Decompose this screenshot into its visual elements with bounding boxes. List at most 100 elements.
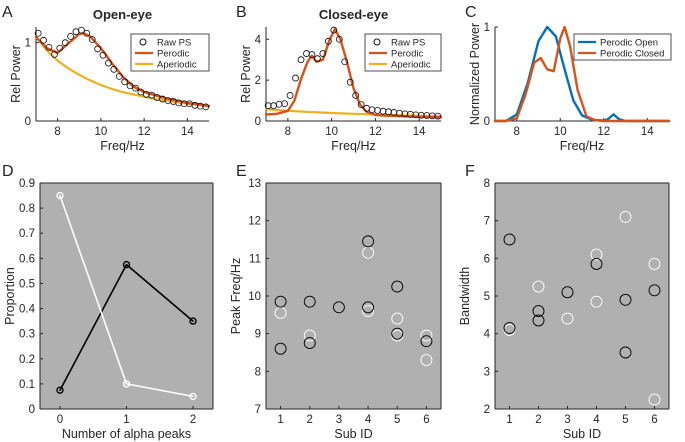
y-tick-label-F: 8 [484,178,490,190]
legend-marker-A [139,38,147,46]
x-tick-label-F: 6 [651,414,657,426]
y-tick-label-F: 4 [484,329,491,341]
x-tick-label-B: 14 [413,126,426,138]
panel-letter-B: B [236,4,247,21]
raw-ps-point-B [385,108,392,116]
x-tick-label-E: 1 [277,414,283,426]
raw-ps-point-B [341,58,349,66]
x-tick-label-C: 10 [554,126,567,138]
series-point-dark-D [189,317,197,325]
series-line-aperiodic-B [264,107,443,118]
raw-ps-point-A [115,72,123,80]
y-tick-label-F: 6 [484,253,490,265]
raw-ps-point-B [297,56,305,64]
y-tick-label-A: 0 [25,116,31,128]
legend-box-C [573,33,672,61]
raw-ps-point-B [428,112,436,120]
x-tick-label-A: 8 [54,126,60,138]
y-axis-label-B: Rel Power [239,45,253,103]
series-point-light-D [122,380,131,388]
y-axis-label-D: Proportion [3,267,17,325]
raw-ps-point-A [164,97,172,105]
scatter-point-dark-F [532,314,545,327]
x-tick-label-A: 14 [181,126,194,138]
plot-background-E [266,183,441,409]
panel-letter-D: D [2,163,14,180]
series-line-light-D [59,194,194,398]
raw-ps-point-B [330,26,338,34]
scatter-point-light-F [619,210,632,223]
scatter-point-dark-F [619,346,632,359]
raw-ps-point-B [368,106,376,114]
scatter-point-dark-E [274,295,287,308]
legend-label-B: Raw PS [391,38,425,49]
x-tick-label-B: 10 [325,126,338,138]
raw-ps-point-A [202,103,210,111]
scatter-point-dark-F [648,284,661,297]
legend-label-A: Aperiodic [157,60,197,71]
panel-letter-E: E [236,163,247,180]
raw-ps-point-B [412,111,420,119]
scatter-point-light-E [362,305,375,318]
y-tick-label-E: 12 [248,216,261,228]
raw-ps-point-B [434,112,442,120]
x-tick-label-F: 1 [506,414,512,426]
y-tick-label-D: 0.5 [19,278,35,290]
scatter-point-dark-F [561,286,574,299]
y-tick-label-C: 1 [484,22,490,34]
scatter-point-light-E [420,354,433,366]
series-line-aperiodic-A [34,35,211,108]
scatter-point-dark-E [391,280,404,293]
raw-ps-point-B [396,109,403,117]
legend-label-C: Perodic Closed [600,49,664,60]
x-axis-label-F: Sub ID [563,427,601,441]
x-axis-label-D: Number of alpha peaks [62,427,191,441]
series-point-light-D [189,392,197,401]
raw-ps-point-A [191,101,199,109]
raw-ps-point-B [417,111,425,119]
legend-label-B: Perodic [391,49,423,60]
raw-ps-point-B [319,50,327,57]
raw-ps-point-B [379,107,387,115]
raw-ps-point-A [105,59,112,67]
scatter-point-light-E [420,329,433,342]
raw-ps-point-A [175,99,183,107]
legend-label-B: Aperiodic [391,60,431,71]
series-point-light-D [56,191,64,200]
x-tick-label-B: 8 [285,126,291,138]
y-tick-label-C: 0 [484,116,490,128]
scatter-point-dark-E [420,335,433,348]
raw-ps-point-B [292,74,299,82]
panel-letter-C: C [465,4,477,21]
raw-ps-point-B [357,101,365,109]
raw-ps-point-B [324,37,332,45]
y-tick-label-D: 0 [29,404,35,416]
scatter-point-light-F [648,258,661,270]
raw-ps-point-B [308,51,316,58]
y-tick-label-F: 5 [484,291,490,303]
raw-ps-point-A [121,78,129,86]
y-tick-label-E: 9 [255,329,261,341]
raw-ps-point-A [34,29,42,37]
legend-marker-B [373,38,381,46]
y-tick-label-D: 0.4 [19,304,36,316]
legend-label-C: Perodic Open [600,38,658,49]
raw-ps-point-B [423,112,431,119]
scatter-point-dark-E [362,301,375,314]
x-axis-label-B: Freq/Hz [331,139,375,153]
scatter-point-light-F [561,312,574,325]
scatter-point-light-E [303,329,316,342]
scatter-point-dark-F [503,322,516,334]
x-tick-label-B: 12 [369,126,382,138]
panel-letter-A: A [2,4,13,21]
scatter-point-dark-E [362,235,375,248]
y-tick-label-D: 0.9 [19,178,35,190]
series-line-periodic-B [264,27,443,119]
raw-ps-point-A [40,36,47,44]
scatter-point-light-F [590,295,603,308]
y-tick-label-E: 13 [248,178,261,190]
y-tick-label-E: 7 [255,404,261,416]
raw-ps-point-B [286,92,294,99]
raw-ps-point-B [352,92,360,99]
